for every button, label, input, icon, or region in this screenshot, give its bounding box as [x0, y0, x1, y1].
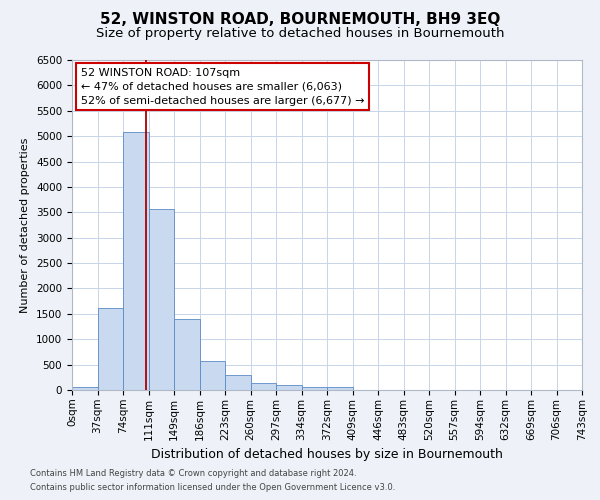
Bar	[97, 308, 123, 390]
Text: 52, WINSTON ROAD, BOURNEMOUTH, BH9 3EQ: 52, WINSTON ROAD, BOURNEMOUTH, BH9 3EQ	[100, 12, 500, 28]
Bar	[251, 383, 276, 390]
Bar	[225, 376, 251, 390]
Text: Size of property relative to detached houses in Bournemouth: Size of property relative to detached ho…	[96, 28, 504, 40]
Bar	[72, 387, 97, 390]
Bar	[327, 387, 353, 390]
Bar	[302, 387, 327, 390]
Text: Contains public sector information licensed under the Open Government Licence v3: Contains public sector information licen…	[30, 484, 395, 492]
Bar	[149, 209, 174, 390]
Bar	[276, 385, 302, 390]
X-axis label: Distribution of detached houses by size in Bournemouth: Distribution of detached houses by size …	[151, 448, 503, 461]
Y-axis label: Number of detached properties: Number of detached properties	[20, 138, 31, 312]
Text: 52 WINSTON ROAD: 107sqm
← 47% of detached houses are smaller (6,063)
52% of semi: 52 WINSTON ROAD: 107sqm ← 47% of detache…	[81, 68, 364, 106]
Bar	[199, 360, 225, 390]
Bar	[174, 319, 199, 390]
Bar	[123, 132, 149, 390]
Text: Contains HM Land Registry data © Crown copyright and database right 2024.: Contains HM Land Registry data © Crown c…	[30, 468, 356, 477]
